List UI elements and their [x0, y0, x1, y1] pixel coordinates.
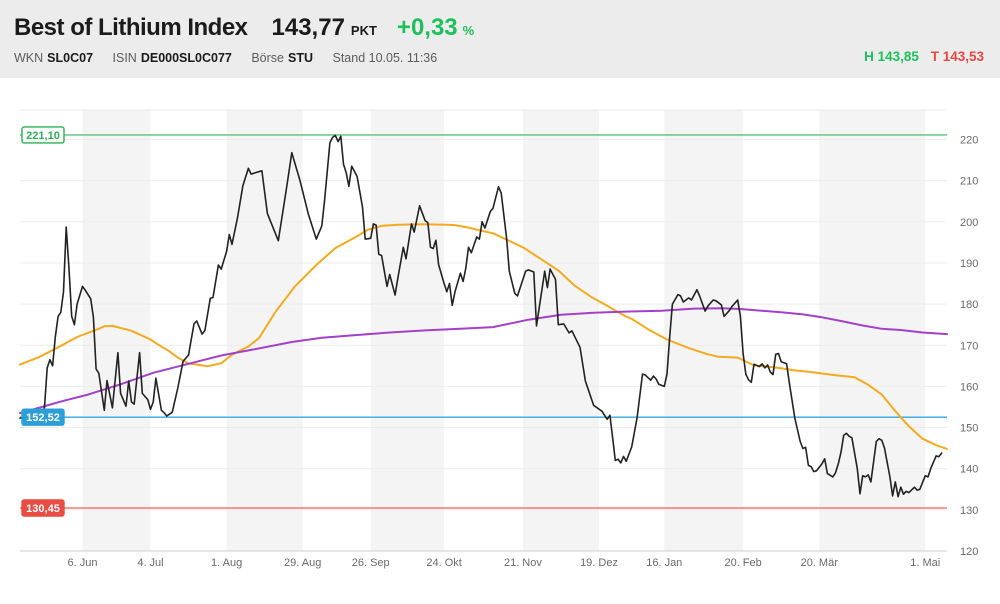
x-axis-label: 29. Aug: [284, 557, 321, 569]
month-band: [522, 110, 600, 551]
y-axis-label: 190: [960, 258, 978, 270]
page-title: Best of Lithium Index: [14, 14, 248, 41]
header: Best of Lithium Index 143,77 PKT +0,33 %…: [0, 0, 1000, 78]
x-axis-label: 6. Jun: [68, 557, 98, 569]
low-52w-label-box: [21, 499, 65, 517]
isin-label: ISIN: [112, 51, 137, 65]
y-axis-label: 200: [960, 217, 978, 229]
y-axis-label: 150: [960, 423, 978, 435]
y-axis-label: 160: [960, 381, 978, 393]
boerse-value: STU: [288, 51, 313, 65]
x-axis-label: 24. Okt: [426, 557, 461, 569]
y-axis-label: 120: [960, 546, 978, 558]
day-high: H 143,85: [864, 49, 919, 64]
instrument-meta: WKN SL0C07 ISIN DE000SL0C077 Börse STU Stan…: [14, 51, 453, 65]
price-chart[interactable]: 220 210 200 190 180 170 160 150 140 130 120 6. Jun 4…: [0, 78, 1000, 599]
y-axis-label: 220: [960, 135, 978, 147]
x-axis-label: 26. Sep: [352, 557, 390, 569]
boerse-label: Börse: [251, 51, 284, 65]
day-low: T 143,53: [930, 49, 984, 64]
high-low-row: H 143,85 T 143,53: [864, 49, 984, 64]
change-value: +0,33: [396, 14, 458, 41]
x-axis-label: 1. Aug: [211, 557, 242, 569]
wkn-value: SL0C07: [47, 51, 94, 65]
y-axis-label: 130: [960, 505, 978, 517]
moving-average-long-line: [19, 307, 948, 415]
y-axis-label: 140: [960, 464, 978, 476]
x-axis-label: 20. Mär: [801, 557, 839, 569]
mid-level-label-box: [21, 408, 65, 426]
y-axis-label: 180: [960, 299, 978, 311]
chart-area[interactable]: 220 210 200 190 180 170 160 150 140 130 120 6. Jun 4…: [0, 78, 1000, 599]
x-axis-label: 1. Mai: [910, 557, 940, 569]
stand-text: Stand 10.05. 11:36: [332, 51, 438, 65]
low-52w-label: 130,45: [26, 503, 60, 515]
high-52w-label: 221,10: [26, 130, 60, 142]
y-axis-label: 170: [960, 340, 978, 352]
x-axis-label: 21. Nov: [504, 557, 542, 569]
moving-average-short-line: [19, 223, 948, 450]
x-axis-label: 19. Dez: [580, 557, 618, 569]
x-axis-label: 16. Jan: [646, 557, 682, 569]
isin-value: DE000SL0C077: [140, 51, 232, 65]
high-52w-label-box: [21, 126, 65, 144]
index-unit: PKT: [350, 23, 377, 38]
change-percent-sign: %: [462, 23, 475, 38]
x-axis-label: 4. Jul: [137, 557, 163, 569]
wkn-label: WKN: [14, 51, 44, 65]
price-line: [19, 134, 943, 498]
month-band: [664, 110, 744, 551]
index-value: 143,77: [271, 14, 345, 41]
y-axis-label: 210: [960, 176, 978, 188]
x-axis-label: 20. Feb: [724, 557, 761, 569]
mid-level-label: 152,52: [26, 412, 60, 424]
